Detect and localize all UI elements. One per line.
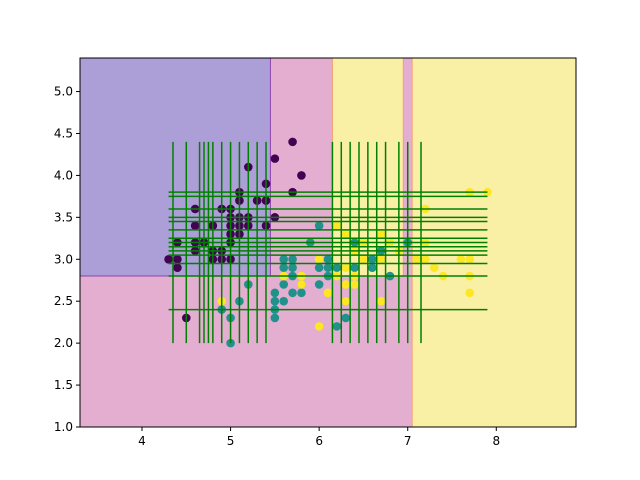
decision-region-1 — [80, 276, 413, 427]
scatter-point-class-1 — [279, 254, 289, 264]
y-tick-label: 3.5 — [54, 210, 73, 224]
scatter-point-class-1 — [367, 263, 377, 272]
scatter-point-class-2 — [297, 280, 306, 289]
scatter-point-class-1 — [341, 313, 351, 323]
scatter-point-class-2 — [341, 280, 351, 289]
y-tick-label: 1.5 — [54, 378, 73, 392]
scatter-point-class-2 — [359, 254, 368, 264]
scatter-point-class-1 — [332, 263, 342, 272]
y-tick-label: 4.5 — [54, 126, 73, 140]
x-tick-label: 8 — [492, 434, 500, 448]
plot-frame — [79, 57, 577, 428]
decision-region-2 — [270, 58, 333, 277]
x-axis: 4 5 6 7 8 — [138, 427, 500, 448]
scatter-point-class-1 — [323, 263, 333, 272]
scatter-point-class-1 — [270, 296, 280, 306]
scatter-point-class-0 — [173, 263, 182, 272]
scatter-point-class-1 — [270, 313, 280, 323]
scatter-point-class-2 — [483, 187, 492, 197]
scatter-point-class-2 — [314, 322, 324, 331]
guide-lines — [168, 141, 488, 344]
scatter-point-class-2 — [350, 280, 359, 289]
scatter-point-class-1 — [279, 280, 289, 289]
scatter-point-class-0 — [288, 137, 297, 147]
scatter-point-class-2 — [314, 254, 324, 264]
scatter-point-class-1 — [288, 288, 297, 298]
scatter-point-class-1 — [279, 263, 289, 272]
scatter-point-class-2 — [341, 263, 351, 272]
scatter-point-class-2 — [323, 288, 333, 298]
scatter-point-class-2 — [376, 296, 386, 306]
scatter-point-class-2 — [332, 221, 342, 231]
scatter-point-class-2 — [341, 296, 351, 306]
scatter-point-class-1 — [350, 263, 359, 272]
scatter-point-class-1 — [279, 296, 289, 306]
scatter-point-class-0 — [190, 221, 200, 231]
scatter-point-class-0 — [297, 171, 306, 180]
y-axis: 1.0 1.5 2.0 2.5 3.0 3.5 4.0 4.5 5.0 — [54, 85, 80, 434]
scatter-point-class-1 — [367, 254, 377, 264]
scatter-point-class-1 — [314, 221, 324, 231]
y-tick-label: 1.0 — [54, 420, 73, 434]
x-tick-label: 4 — [138, 434, 146, 448]
scatter-point-class-1 — [288, 263, 297, 272]
scatter-point-class-0 — [173, 254, 182, 264]
y-tick-label: 2.0 — [54, 336, 73, 350]
y-tick-label: 3.0 — [54, 252, 73, 266]
scatter-point-class-1 — [332, 322, 342, 331]
y-tick-label: 4.0 — [54, 168, 73, 182]
scatter-point-class-0 — [164, 254, 173, 264]
scatter-point-class-0 — [270, 154, 280, 163]
scatter-point-class-1 — [297, 288, 306, 298]
x-tick-label: 6 — [315, 434, 323, 448]
scatter-point-class-2 — [465, 288, 475, 298]
y-tick-label: 5.0 — [54, 85, 73, 99]
scatter-point-class-2 — [412, 254, 421, 264]
scatter-point-class-2 — [456, 254, 466, 264]
x-tick-label: 5 — [227, 434, 235, 448]
x-tick-label: 7 — [404, 434, 412, 448]
scatter-point-class-1 — [323, 254, 333, 264]
scatter-point-class-2 — [465, 254, 475, 264]
scatter-point-class-1 — [314, 263, 324, 272]
scatter-point-class-2 — [376, 254, 386, 264]
scatter-point-class-1 — [288, 254, 297, 264]
scatter-point-class-1 — [270, 288, 280, 298]
scatter-point-class-1 — [314, 280, 324, 289]
scatter-point-class-2 — [429, 263, 439, 272]
scatter-point-class-2 — [376, 229, 386, 239]
scatter-point-class-2 — [341, 229, 351, 239]
data-points — [164, 137, 492, 348]
y-tick-label: 2.5 — [54, 294, 73, 308]
scatter-point-class-2 — [421, 254, 430, 264]
